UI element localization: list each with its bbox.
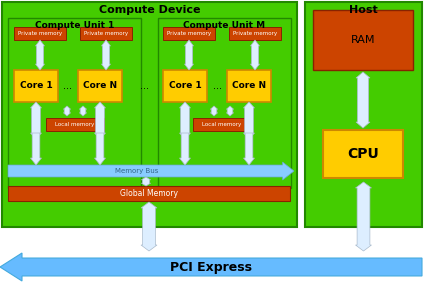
- Text: Private memory: Private memory: [84, 31, 128, 36]
- Polygon shape: [243, 102, 254, 139]
- Bar: [305, 2, 422, 227]
- Polygon shape: [64, 106, 70, 116]
- Bar: [78, 70, 122, 102]
- Text: Core N: Core N: [83, 82, 117, 91]
- Text: Core 1: Core 1: [169, 82, 201, 91]
- Polygon shape: [31, 133, 42, 165]
- Text: Core 1: Core 1: [20, 82, 53, 91]
- Text: Private memory: Private memory: [167, 31, 211, 36]
- Polygon shape: [0, 253, 422, 281]
- Bar: [14, 27, 66, 40]
- Polygon shape: [31, 102, 42, 139]
- Polygon shape: [141, 202, 157, 251]
- Bar: [313, 10, 413, 70]
- Polygon shape: [95, 133, 106, 165]
- Text: Private memory: Private memory: [233, 31, 277, 36]
- Polygon shape: [95, 102, 106, 139]
- Bar: [229, 27, 281, 40]
- Polygon shape: [226, 106, 234, 116]
- Polygon shape: [355, 182, 371, 251]
- Bar: [8, 186, 290, 201]
- Bar: [8, 18, 141, 188]
- Text: ...: ...: [140, 81, 149, 91]
- Text: Local memory: Local memory: [56, 122, 95, 127]
- Polygon shape: [179, 133, 190, 165]
- Text: Memory Bus: Memory Bus: [115, 168, 159, 174]
- Bar: [158, 18, 291, 188]
- Text: Global Memory: Global Memory: [120, 189, 178, 198]
- Text: Local memory: Local memory: [202, 122, 242, 127]
- Text: Compute Unit M: Compute Unit M: [184, 21, 265, 30]
- Polygon shape: [142, 177, 151, 186]
- Bar: [323, 130, 403, 178]
- Text: Host: Host: [349, 5, 378, 15]
- Bar: [46, 118, 104, 131]
- Text: Compute Device: Compute Device: [99, 5, 200, 15]
- Bar: [80, 27, 132, 40]
- Polygon shape: [8, 162, 294, 180]
- Bar: [227, 70, 271, 102]
- Text: Core N: Core N: [232, 82, 266, 91]
- Bar: [193, 118, 251, 131]
- Text: RAM: RAM: [351, 35, 375, 45]
- Polygon shape: [179, 102, 190, 139]
- Polygon shape: [243, 133, 254, 165]
- Bar: [163, 27, 215, 40]
- Polygon shape: [36, 40, 45, 70]
- Polygon shape: [356, 72, 370, 128]
- Polygon shape: [251, 40, 259, 70]
- Bar: [163, 70, 207, 102]
- Text: Compute Unit 1: Compute Unit 1: [35, 21, 114, 30]
- Text: ...: ...: [212, 81, 221, 91]
- Polygon shape: [101, 40, 111, 70]
- Polygon shape: [210, 106, 218, 116]
- Text: CPU: CPU: [347, 147, 379, 161]
- Text: ...: ...: [64, 81, 73, 91]
- Polygon shape: [80, 106, 86, 116]
- Bar: [2, 2, 297, 227]
- Text: Private memory: Private memory: [18, 31, 62, 36]
- Polygon shape: [184, 40, 193, 70]
- Text: PCI Express: PCI Express: [170, 260, 252, 274]
- Bar: [14, 70, 58, 102]
